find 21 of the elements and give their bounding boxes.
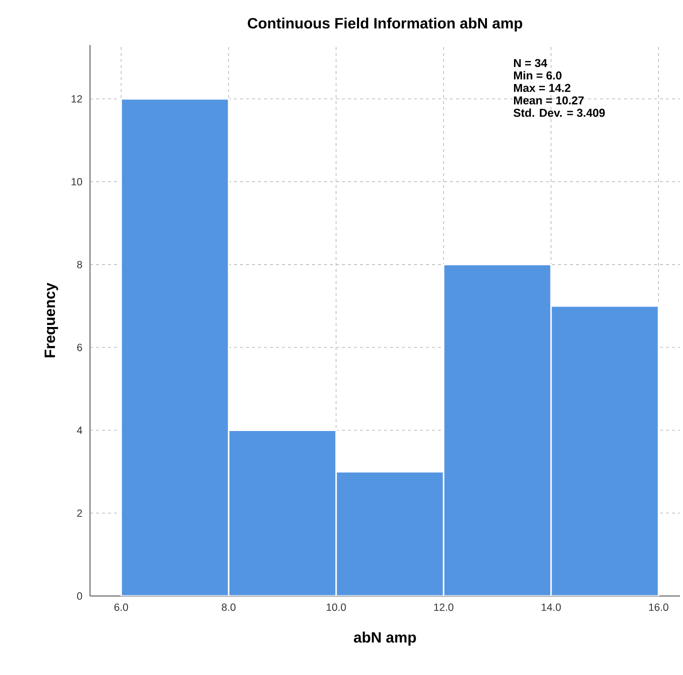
x-tick-label: 10.0 — [326, 603, 346, 611]
annotation: Min = 6.0 — [514, 71, 562, 80]
x-tick-label: 16.0 — [649, 603, 668, 611]
chart-title: Continuous Field Information abN amp — [248, 18, 522, 32]
y-tick-label: 10 — [72, 178, 82, 186]
x-tick-label: 12.0 — [434, 603, 454, 611]
y-tick-label: 8 — [77, 260, 82, 268]
annotation: Std. Dev. = 3.409 — [514, 108, 605, 117]
y-axis-title: Frequency — [44, 282, 58, 358]
x-tick-label: 6.0 — [114, 603, 128, 611]
y-tick-label: 6 — [77, 344, 82, 352]
x-tick-label: 14.0 — [542, 603, 561, 611]
annotation: Max = 14.2 — [514, 84, 570, 92]
y-tick-label: 4 — [76, 426, 82, 434]
x-tick-label: 8.0 — [222, 603, 236, 611]
annotation: N = 34 — [514, 58, 548, 68]
y-tick-label: 0 — [77, 592, 82, 600]
annotation: Mean = 10.27 — [514, 96, 584, 104]
y-tick-label: 12 — [72, 95, 82, 102]
y-tick-label: 2 — [77, 509, 82, 517]
x-axis-title: abN amp — [354, 632, 416, 646]
